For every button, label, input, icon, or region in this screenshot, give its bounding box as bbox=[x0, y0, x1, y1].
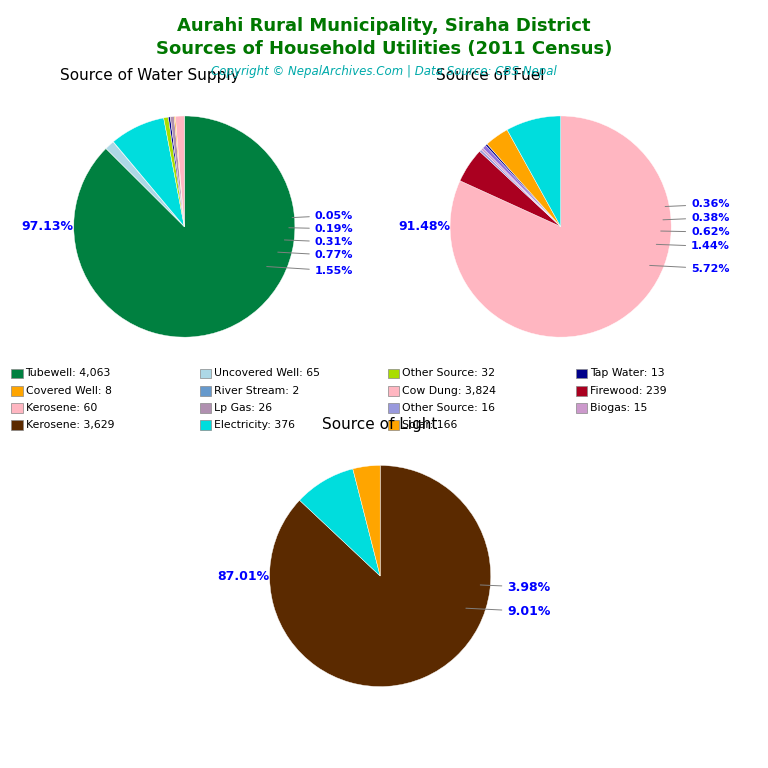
Text: Firewood: 239: Firewood: 239 bbox=[590, 386, 667, 396]
Wedge shape bbox=[353, 465, 380, 576]
Text: Other Source: 16: Other Source: 16 bbox=[402, 403, 495, 413]
Text: Other Source: 32: Other Source: 32 bbox=[402, 369, 495, 379]
Wedge shape bbox=[485, 144, 561, 227]
Wedge shape bbox=[460, 151, 561, 227]
Bar bbox=[388, 420, 399, 430]
Text: Aurahi Rural Municipality, Siraha District: Aurahi Rural Municipality, Siraha Distri… bbox=[177, 17, 591, 35]
Bar bbox=[388, 369, 399, 379]
Text: 0.62%: 0.62% bbox=[660, 227, 730, 237]
Text: 0.38%: 0.38% bbox=[663, 213, 730, 223]
Bar bbox=[12, 386, 23, 396]
Wedge shape bbox=[164, 118, 184, 227]
Bar bbox=[200, 386, 211, 396]
Wedge shape bbox=[174, 116, 184, 227]
Wedge shape bbox=[113, 142, 184, 227]
Wedge shape bbox=[507, 116, 561, 227]
Title: Source of Light: Source of Light bbox=[323, 418, 438, 432]
Bar bbox=[12, 369, 23, 379]
Text: 5.72%: 5.72% bbox=[650, 263, 730, 273]
Text: 0.05%: 0.05% bbox=[292, 210, 353, 220]
Text: 0.36%: 0.36% bbox=[665, 200, 730, 210]
Wedge shape bbox=[106, 142, 184, 227]
Text: Covered Well: 8: Covered Well: 8 bbox=[25, 386, 111, 396]
Bar bbox=[200, 369, 211, 379]
Bar bbox=[12, 403, 23, 413]
Wedge shape bbox=[175, 116, 184, 227]
Text: Uncovered Well: 65: Uncovered Well: 65 bbox=[214, 369, 319, 379]
Bar bbox=[12, 420, 23, 430]
Wedge shape bbox=[270, 465, 491, 687]
Wedge shape bbox=[479, 150, 561, 227]
Wedge shape bbox=[300, 468, 380, 576]
Text: Tubewell: 4,063: Tubewell: 4,063 bbox=[25, 369, 111, 379]
Text: 0.19%: 0.19% bbox=[289, 223, 353, 233]
Text: 0.77%: 0.77% bbox=[278, 250, 353, 260]
Text: Cow Dung: 3,824: Cow Dung: 3,824 bbox=[402, 386, 496, 396]
Text: River Stream: 2: River Stream: 2 bbox=[214, 386, 299, 396]
Bar bbox=[576, 403, 588, 413]
Text: 91.48%: 91.48% bbox=[398, 220, 450, 233]
Text: 1.44%: 1.44% bbox=[657, 241, 730, 251]
Text: Copyright © NepalArchives.Com | Data Source: CBS Nepal: Copyright © NepalArchives.Com | Data Sou… bbox=[211, 65, 557, 78]
Wedge shape bbox=[482, 148, 561, 227]
Bar bbox=[200, 403, 211, 413]
Text: Tap Water: 13: Tap Water: 13 bbox=[590, 369, 664, 379]
Wedge shape bbox=[170, 117, 184, 227]
Bar bbox=[576, 386, 588, 396]
Text: 0.31%: 0.31% bbox=[284, 237, 353, 247]
Text: Source of Water Supply: Source of Water Supply bbox=[60, 68, 240, 83]
Wedge shape bbox=[483, 145, 561, 227]
Text: Kerosene: 60: Kerosene: 60 bbox=[25, 403, 97, 413]
Text: Source of Fuel: Source of Fuel bbox=[436, 68, 545, 83]
Text: 9.01%: 9.01% bbox=[466, 605, 551, 618]
Wedge shape bbox=[168, 117, 184, 227]
Wedge shape bbox=[74, 116, 295, 337]
Bar bbox=[388, 386, 399, 396]
Text: 1.55%: 1.55% bbox=[266, 266, 353, 276]
Text: 3.98%: 3.98% bbox=[480, 581, 551, 594]
Bar bbox=[388, 403, 399, 413]
Wedge shape bbox=[487, 130, 561, 227]
Text: 87.01%: 87.01% bbox=[217, 570, 270, 582]
Text: Electricity: 376: Electricity: 376 bbox=[214, 420, 295, 430]
Text: 97.13%: 97.13% bbox=[22, 220, 74, 233]
Text: Lp Gas: 26: Lp Gas: 26 bbox=[214, 403, 272, 413]
Text: Kerosene: 3,629: Kerosene: 3,629 bbox=[25, 420, 114, 430]
Bar bbox=[576, 369, 588, 379]
Wedge shape bbox=[114, 118, 184, 227]
Bar bbox=[200, 420, 211, 430]
Text: Sources of Household Utilities (2011 Census): Sources of Household Utilities (2011 Cen… bbox=[156, 40, 612, 58]
Text: Solar: 166: Solar: 166 bbox=[402, 420, 457, 430]
Text: Biogas: 15: Biogas: 15 bbox=[590, 403, 647, 413]
Wedge shape bbox=[450, 116, 671, 337]
